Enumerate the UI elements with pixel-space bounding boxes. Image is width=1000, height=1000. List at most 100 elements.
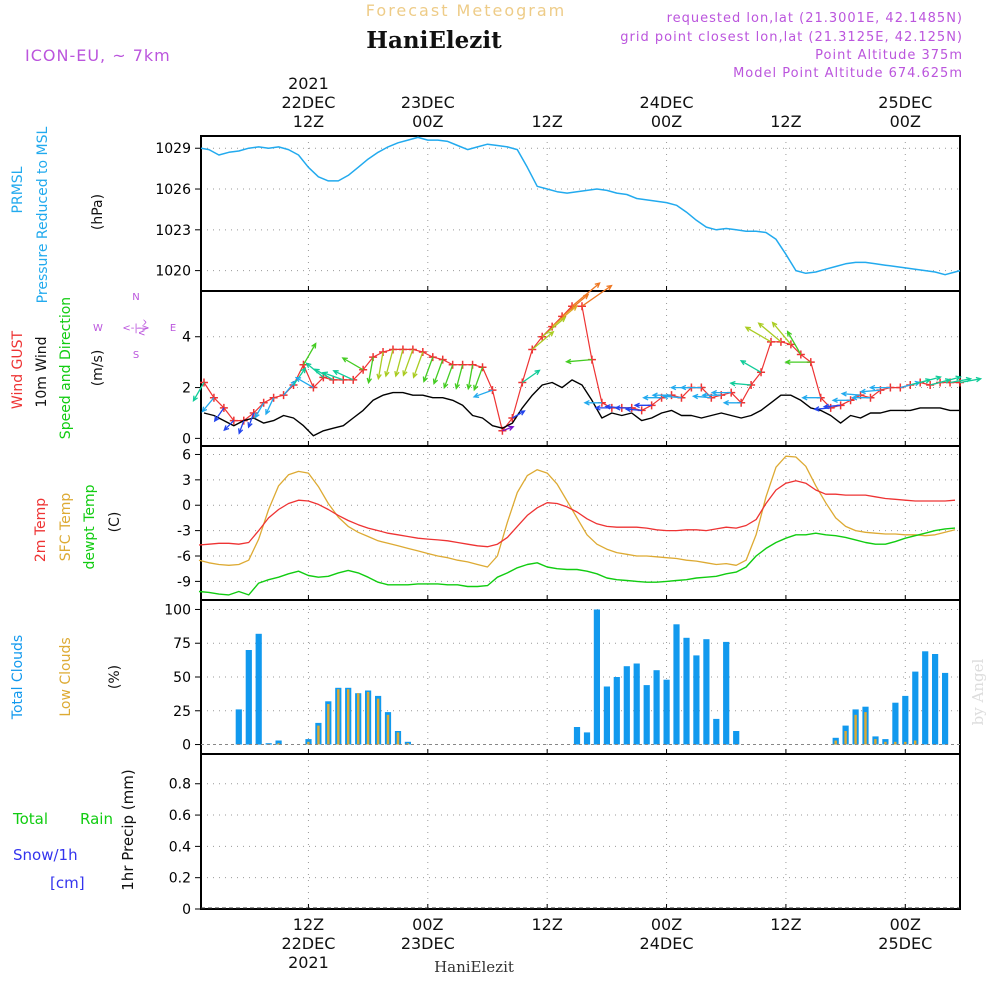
wind-direction-arrow (583, 400, 602, 406)
total-cloud-bar (265, 743, 272, 745)
wind-direction-arrow (254, 402, 265, 419)
low-cloud-bar (844, 731, 847, 745)
y-tick-label: 1026 (155, 182, 191, 198)
total-cloud-bar (255, 633, 262, 745)
low-cloud-bar (874, 739, 877, 745)
total-cloud-bar (673, 624, 680, 745)
low-cloud-bar (327, 704, 330, 745)
y-tick-label: 3 (182, 473, 191, 489)
gust-marker (757, 368, 766, 377)
total-cloud-bar (713, 718, 720, 745)
low-cloud-bar (834, 740, 837, 745)
total-cloud-bar (613, 677, 620, 745)
y-tick-label: 4 (182, 330, 191, 346)
legend-dewpt-temp: dewpt Temp (82, 484, 98, 569)
wind-direction-arrow (801, 394, 821, 401)
wind-direction-arrow (454, 364, 464, 390)
wind-direction-arrow (739, 360, 762, 373)
gust-marker (219, 403, 228, 412)
total-cloud-bar (245, 650, 252, 745)
bottom-time-label: 12Z (293, 915, 324, 934)
low-cloud-bar (406, 743, 410, 745)
legend-pressure-msl: Pressure Reduced to MSL (35, 126, 51, 303)
y-tick-label: 6 (182, 447, 191, 463)
gust-marker (776, 337, 785, 346)
low-cloud-bar (854, 714, 857, 745)
clouds-panel: 0 25 50 75 100 (164, 599, 961, 755)
total-cloud-bar (703, 639, 710, 745)
dewpt-line (198, 527, 956, 596)
low-cloud-bar (386, 714, 390, 745)
wind-direction-arrow (851, 394, 871, 401)
low-cloud-bar (347, 689, 350, 745)
low-cloud-bar (884, 741, 887, 745)
wind-direction-arrow (432, 359, 444, 386)
low-cloud-bar (864, 712, 867, 745)
wind-direction-arrow (831, 397, 851, 403)
total-cloud-bar (693, 655, 700, 745)
gust-marker (229, 416, 238, 425)
wind-direction-arrow (784, 359, 811, 365)
wind-direction-arrow (422, 356, 434, 383)
gridpoint-coords: grid point closest lon,lat (21.3125E, 42… (620, 30, 963, 45)
bottom-time-label: 00Z (651, 915, 682, 934)
compass-vertical: ^|v (136, 318, 147, 336)
temp-2m-line (198, 480, 956, 548)
legend-low-clouds: Low Clouds (58, 637, 74, 716)
wind-direction-arrow (701, 392, 722, 398)
wind-direction-arrow (502, 425, 515, 432)
wind-direction-arrow (247, 412, 255, 429)
y-tick-label: 0 (182, 738, 191, 754)
y-tick-label: 0 (182, 902, 191, 918)
sfc-temp-line (198, 455, 956, 568)
bottom-time-label: 12Z (770, 915, 801, 934)
y-tick-label: 1020 (155, 264, 191, 280)
top-time-label: 25DEC (878, 93, 932, 112)
bottom-time-label: 22DEC (281, 934, 335, 953)
wind-direction-arrow (292, 366, 307, 386)
wind-direction-arrow (920, 375, 942, 384)
wind-speed-line (203, 379, 960, 437)
wind-direction-arrow (201, 397, 215, 413)
y-tick-label: 25 (173, 704, 191, 720)
total-cloud-bar (633, 663, 640, 745)
total-cloud-bar (723, 641, 730, 745)
wind-direction-arrow (722, 400, 742, 406)
wind-direction-arrow (472, 389, 493, 398)
total-cloud-bar (643, 685, 650, 745)
model-altitude: Model Point Altitude 674.625m (733, 66, 963, 81)
bottom-time-label: 00Z (412, 915, 443, 934)
wind-direction-arrow (959, 376, 983, 384)
gust-marker (796, 350, 805, 359)
wind-direction-arrow (412, 351, 424, 379)
precip-panel: 0 0.2 0.4 0.6 0.8 (169, 753, 961, 918)
total-cloud-bar (663, 679, 670, 745)
gust-marker (528, 345, 537, 354)
gust-marker (538, 332, 547, 341)
low-cloud-bar (277, 743, 280, 745)
wind-direction-arrow (302, 342, 317, 366)
y-tick-label: 50 (173, 670, 191, 686)
legend-snow-unit: [cm] (50, 874, 85, 892)
total-cloud-bar (404, 741, 411, 745)
low-cloud-bar (914, 740, 917, 745)
y-tick-label: -3 (177, 524, 191, 540)
compass-east: E (170, 323, 176, 334)
bottom-time-label: 24DEC (640, 934, 694, 953)
compass-rose: N S W E <-|-> ^|v (93, 292, 176, 361)
gust-marker (329, 375, 338, 384)
wind-direction-arrow (757, 322, 782, 343)
wind-direction-arrow (868, 384, 891, 391)
credit-watermark: by Angel (969, 658, 987, 725)
total-cloud-bar (653, 670, 660, 745)
wind-direction-arrow (531, 330, 555, 350)
wind-direction-arrow (710, 389, 732, 396)
panel-frame (200, 290, 961, 447)
compass-horizontal: <-|-> (122, 323, 149, 334)
wind-direction-arrow (571, 282, 601, 307)
footer-location: HaniElezit (434, 958, 514, 976)
legend-total: Total (12, 810, 48, 828)
top-time-label: 12Z (770, 112, 801, 131)
legend-rain: Rain (80, 810, 113, 828)
